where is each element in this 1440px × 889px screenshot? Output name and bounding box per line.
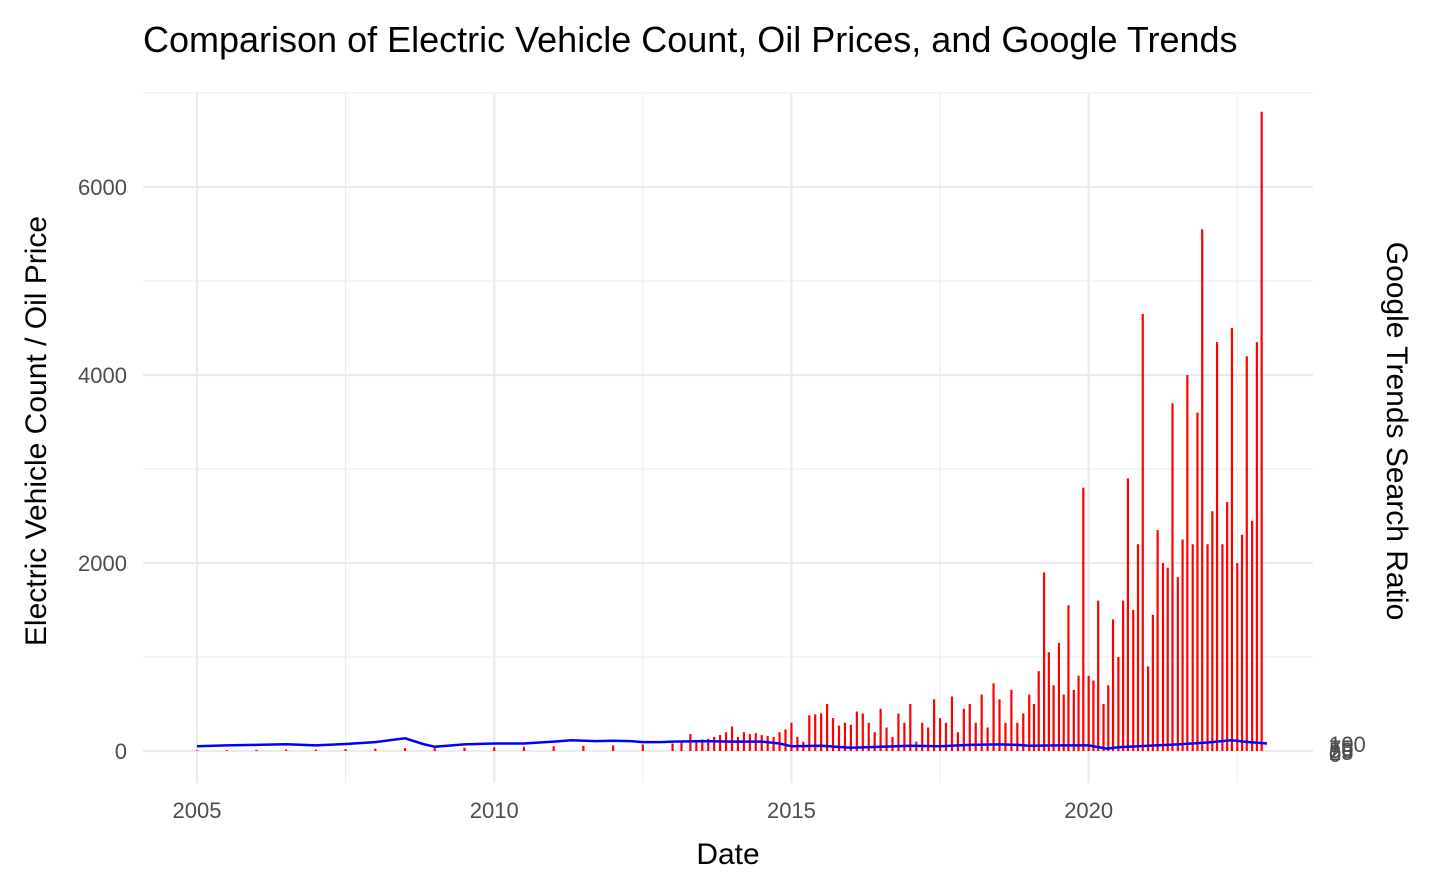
right-tick-label: 75	[1329, 736, 1353, 761]
x-tick-label: 2020	[1064, 798, 1113, 823]
x-axis-title: Date	[696, 838, 759, 871]
x-tick-label: 2015	[767, 798, 816, 823]
right-tick-label: 100	[1329, 732, 1366, 757]
y-axis-ticks: 0 2000 4000 6000	[78, 175, 127, 764]
right-axis-title: Google Trends Search Ratio	[1380, 242, 1413, 621]
x-tick-label: 2010	[470, 798, 519, 823]
right-tick-label: 25	[1329, 740, 1353, 765]
y-tick-label: 4000	[78, 363, 127, 388]
x-tick-label: 2005	[173, 798, 222, 823]
ev-count-bars	[195, 111, 1263, 751]
y-axis-title: Electric Vehicle Count / Oil Price	[20, 216, 53, 646]
y-tick-label: 0	[115, 739, 127, 764]
right-tick-label: 0	[1329, 742, 1341, 767]
y-tick-label: 2000	[78, 551, 127, 576]
oil-price-line	[196, 737, 1268, 750]
right-tick-label: 50	[1329, 738, 1353, 763]
chart-title: Comparison of Electric Vehicle Count, Oi…	[143, 19, 1238, 60]
x-axis-ticks: 2005 2010 2015 2020	[173, 798, 1114, 823]
y-tick-label: 6000	[78, 175, 127, 200]
